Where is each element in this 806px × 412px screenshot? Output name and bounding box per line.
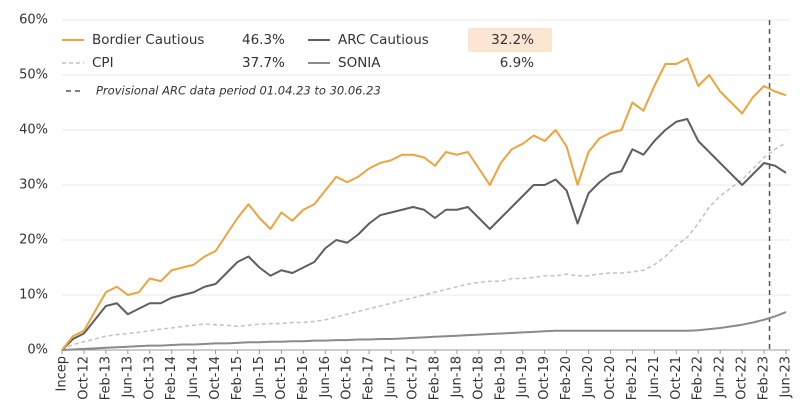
x-tick-label: Oct-15 bbox=[274, 356, 289, 400]
x-tick-label: Jun-17 bbox=[384, 356, 399, 399]
series-line bbox=[61, 311, 787, 351]
x-tick-label: Oct-18 bbox=[471, 356, 486, 400]
series-line bbox=[61, 57, 787, 351]
x-tick-label: Oct-16 bbox=[340, 356, 355, 400]
legend-label: Bordier Cautious bbox=[92, 32, 204, 48]
x-tick-label: Jun-13 bbox=[120, 356, 135, 399]
x-tick-label: Feb-23 bbox=[757, 356, 772, 400]
x-tick-label: Oct-13 bbox=[142, 356, 157, 400]
x-tick-label: Jun-20 bbox=[581, 356, 596, 399]
x-tick-label: Oct-17 bbox=[406, 356, 421, 400]
x-tick-label: Oct-21 bbox=[669, 356, 684, 400]
x-tick-label: Jun-15 bbox=[252, 356, 267, 399]
x-tick-label: Jun-23 bbox=[779, 356, 794, 399]
y-tick-label: 40% bbox=[19, 123, 48, 138]
x-tick-label: Feb-13 bbox=[98, 356, 113, 400]
legend-label: CPI bbox=[92, 55, 114, 71]
x-tick-label: Feb-19 bbox=[493, 356, 508, 400]
legend-value: 46.3% bbox=[242, 32, 285, 48]
x-tick-label: Feb-18 bbox=[427, 356, 442, 400]
x-tick-label: Incep bbox=[55, 356, 70, 391]
series-line bbox=[61, 141, 787, 351]
legend-value: 6.9% bbox=[500, 55, 534, 71]
x-tick-label: Jun-16 bbox=[318, 356, 333, 399]
y-tick-label: 0% bbox=[27, 343, 48, 358]
x-tick-label: Oct-20 bbox=[603, 356, 618, 400]
x-tick-label: Jun-22 bbox=[713, 356, 728, 399]
x-tick-label: Feb-22 bbox=[691, 356, 706, 400]
x-tick-label: Oct-14 bbox=[208, 356, 223, 400]
x-tick-label: Oct-19 bbox=[537, 356, 552, 400]
x-tick-label: Jun-19 bbox=[515, 356, 530, 399]
x-tick-label: Jun-14 bbox=[186, 356, 201, 399]
legend-label: SONIA bbox=[338, 55, 381, 71]
x-tick-label: Feb-16 bbox=[296, 356, 311, 400]
legend-value: 32.2% bbox=[491, 32, 534, 48]
x-tick-label: Jun-21 bbox=[647, 356, 662, 399]
y-tick-label: 30% bbox=[19, 178, 48, 193]
legend-value: 37.7% bbox=[242, 55, 285, 71]
legend-highlight bbox=[468, 28, 552, 52]
x-tick-label: Oct-22 bbox=[735, 356, 750, 400]
x-tick-label: Oct-12 bbox=[76, 356, 91, 400]
series-line bbox=[61, 118, 787, 351]
x-tick-label: Jun-18 bbox=[449, 356, 464, 399]
x-tick-label: Feb-20 bbox=[559, 356, 574, 400]
x-tick-label: Feb-14 bbox=[164, 356, 179, 400]
y-tick-label: 60% bbox=[19, 13, 48, 28]
legend-label: ARC Cautious bbox=[338, 32, 429, 48]
y-tick-label: 50% bbox=[19, 68, 48, 83]
y-tick-label: 20% bbox=[19, 233, 48, 248]
x-tick-label: Feb-21 bbox=[625, 356, 640, 400]
annotation: Provisional ARC data period 01.04.23 to … bbox=[96, 84, 381, 98]
y-tick-label: 10% bbox=[19, 288, 48, 303]
x-tick-label: Feb-17 bbox=[362, 356, 377, 400]
x-tick-label: Feb-15 bbox=[230, 356, 245, 400]
